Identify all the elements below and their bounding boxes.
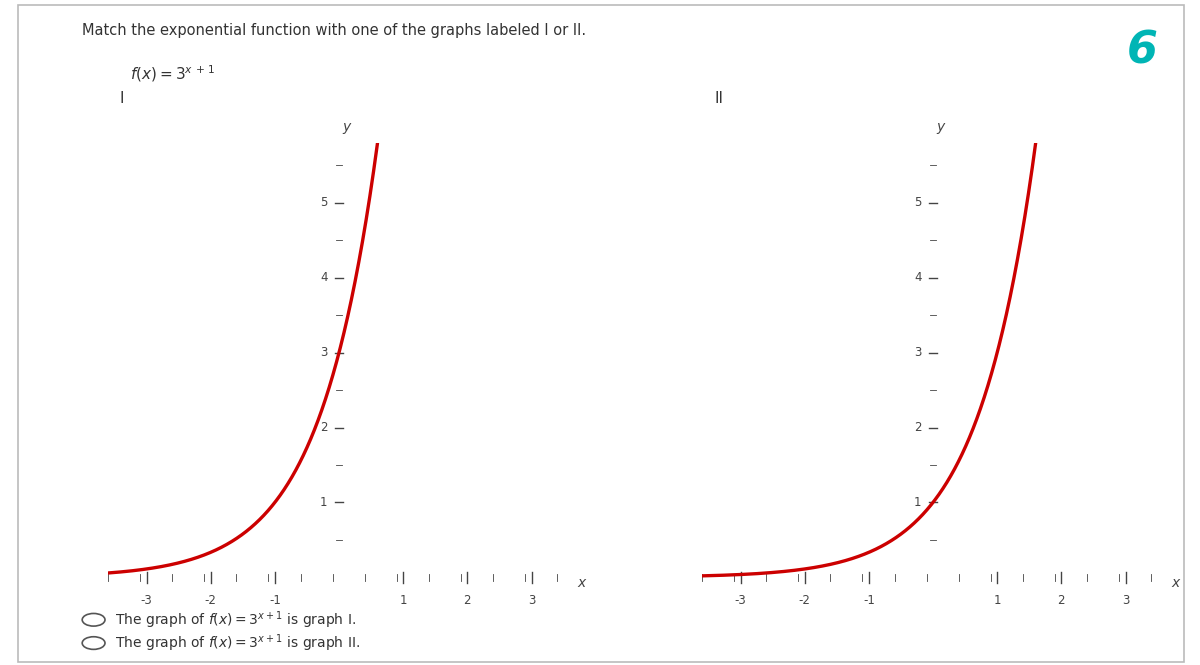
Text: 1: 1	[400, 594, 407, 606]
Text: 3: 3	[528, 594, 535, 606]
Text: y: y	[936, 120, 944, 134]
Text: x: x	[577, 577, 586, 591]
Text: $f(x) = 3^{x\,+\,1}$: $f(x) = 3^{x\,+\,1}$	[130, 63, 215, 84]
Text: x: x	[1171, 577, 1180, 591]
Text: -2: -2	[799, 594, 811, 606]
Text: 2: 2	[914, 421, 922, 434]
Text: -1: -1	[863, 594, 875, 606]
Text: The graph of $f(x) = 3^{x+1}$ is graph II.: The graph of $f(x) = 3^{x+1}$ is graph I…	[115, 632, 360, 654]
Text: -3: -3	[140, 594, 152, 606]
Text: 1: 1	[320, 496, 328, 509]
Text: I: I	[120, 91, 125, 106]
Text: 2: 2	[320, 421, 328, 434]
Text: 3: 3	[1122, 594, 1129, 606]
Text: y: y	[342, 120, 350, 134]
Text: 4: 4	[914, 271, 922, 284]
Text: 3: 3	[914, 346, 922, 359]
Text: 2: 2	[463, 594, 472, 606]
Text: II: II	[714, 91, 722, 106]
Text: -1: -1	[269, 594, 281, 606]
Text: -3: -3	[734, 594, 746, 606]
Text: 4: 4	[320, 271, 328, 284]
Text: 3: 3	[320, 346, 328, 359]
Text: Match the exponential function with one of the graphs labeled I or II.: Match the exponential function with one …	[82, 23, 586, 39]
Text: -2: -2	[205, 594, 217, 606]
Text: 5: 5	[914, 196, 922, 209]
Text: 1: 1	[994, 594, 1001, 606]
Text: 5: 5	[320, 196, 328, 209]
Text: 1: 1	[914, 496, 922, 509]
Text: The graph of $f(x) = 3^{x+1}$ is graph I.: The graph of $f(x) = 3^{x+1}$ is graph I…	[115, 609, 356, 630]
Text: 6: 6	[1127, 30, 1158, 73]
Text: 2: 2	[1057, 594, 1066, 606]
